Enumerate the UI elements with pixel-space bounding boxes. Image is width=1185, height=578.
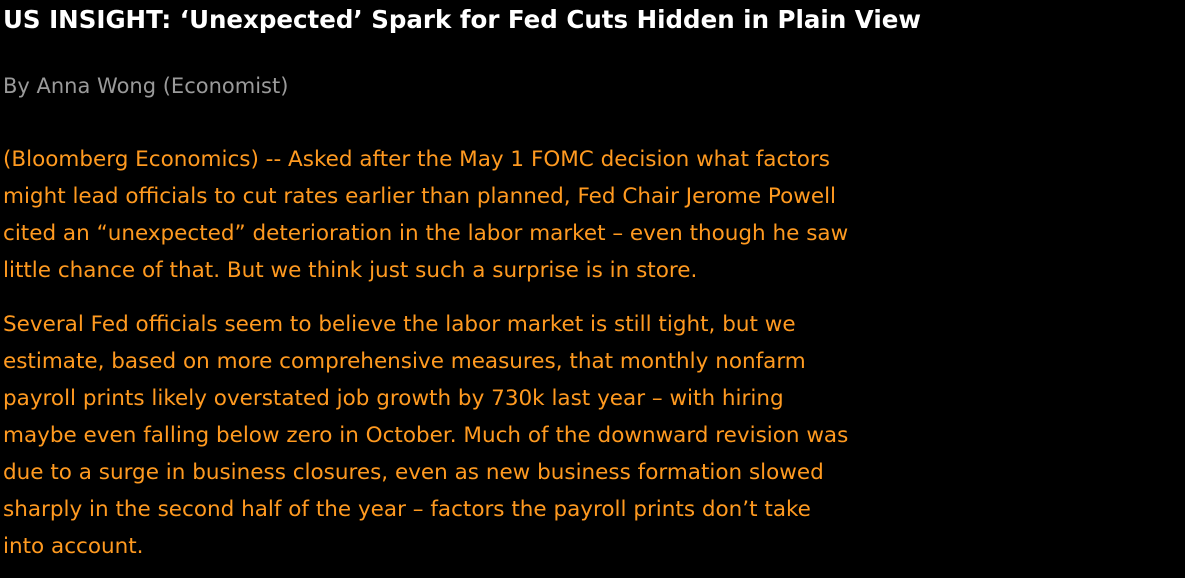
- paragraph-line: due to a surge in business closures, eve…: [3, 460, 824, 485]
- paragraph-line: might lead officials to cut rates earlie…: [3, 184, 837, 209]
- paragraph-line: (Bloomberg Economics) -- Asked after the…: [3, 147, 830, 172]
- article-paragraph-1: (Bloomberg Economics) -- Asked after the…: [3, 141, 1183, 289]
- paragraph-line: into account.: [3, 534, 144, 559]
- article-paragraph-2: Several Fed officials seem to believe th…: [3, 306, 1183, 565]
- paragraph-line: sharply in the second half of the year –…: [3, 497, 811, 522]
- paragraph-line: Several Fed officials seem to believe th…: [3, 312, 796, 337]
- paragraph-line: estimate, based on more comprehensive me…: [3, 349, 806, 374]
- paragraph-line: little chance of that. But we think just…: [3, 258, 698, 283]
- paragraph-line: maybe even falling below zero in October…: [3, 423, 849, 448]
- paragraph-line: payroll prints likely overstated job gro…: [3, 386, 784, 411]
- news-article: US INSIGHT: ‘Unexpected’ Spark for Fed C…: [3, 0, 1183, 565]
- article-headline: US INSIGHT: ‘Unexpected’ Spark for Fed C…: [3, 5, 921, 34]
- article-byline: By Anna Wong (Economist): [3, 74, 289, 98]
- paragraph-line: cited an “unexpected” deterioration in t…: [3, 221, 849, 246]
